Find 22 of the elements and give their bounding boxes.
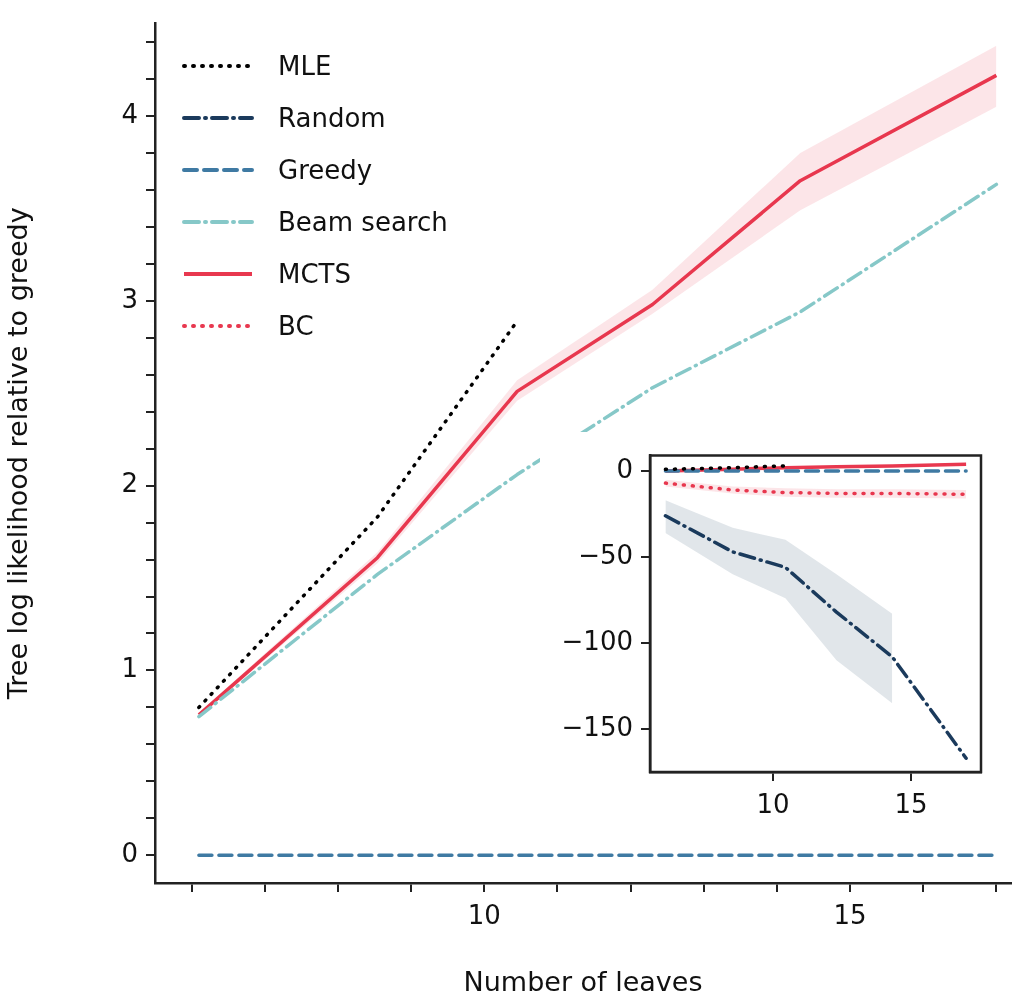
y-tick-label: 3: [121, 283, 138, 314]
x-axis-title: Number of leaves: [463, 965, 703, 997]
y-tick-label: 1: [121, 653, 138, 684]
y-tick-label: −100: [561, 625, 633, 656]
y-tick-label: −150: [561, 711, 633, 742]
x-tick-label: 15: [833, 900, 867, 931]
line-series: [663, 514, 968, 760]
x-tick-label: 10: [467, 900, 501, 931]
y-tick-label: 2: [121, 468, 138, 499]
x-tick-label: 15: [894, 789, 928, 820]
legend-label: Greedy: [278, 155, 373, 185]
legend-label: Random: [278, 103, 386, 133]
y-tick-label: 0: [121, 838, 138, 869]
legend-label: MLE: [278, 51, 332, 81]
x-tick-label: 10: [756, 789, 790, 820]
y-axis-title: Tree log likelihood relative to greedy: [2, 207, 34, 701]
y-tick-label: 0: [616, 453, 633, 484]
y-tick-label: −50: [578, 539, 633, 570]
legend-label: Beam search: [278, 207, 448, 237]
legend-label: BC: [278, 311, 314, 341]
legend-label: MCTS: [278, 259, 351, 289]
y-tick-label: 4: [121, 98, 138, 129]
